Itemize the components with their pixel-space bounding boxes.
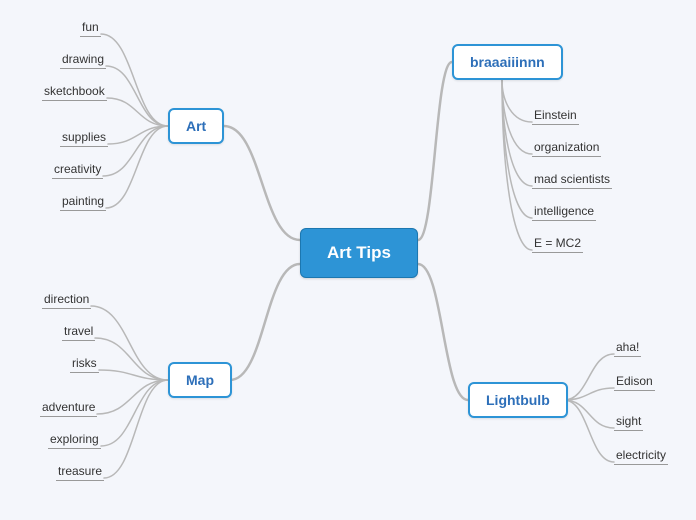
leaf-node: fun (80, 20, 101, 37)
leaf-node: painting (60, 194, 106, 211)
center-label: Art Tips (327, 243, 391, 262)
leaf-node: sight (614, 414, 643, 431)
leaf-node: organization (532, 140, 601, 157)
branch-node-brain: braaaiiinnn (452, 44, 563, 80)
leaf-node: mad scientists (532, 172, 612, 189)
leaf-node: supplies (60, 130, 108, 147)
branch-label: Art (186, 118, 206, 134)
leaf-node: electricity (614, 448, 668, 465)
leaf-node: creativity (52, 162, 103, 179)
branch-label: Map (186, 372, 214, 388)
leaf-node: drawing (60, 52, 106, 69)
leaf-node: adventure (40, 400, 97, 417)
branch-label: braaaiiinnn (470, 54, 545, 70)
branch-label: Lightbulb (486, 392, 550, 408)
leaf-node: Einstein (532, 108, 579, 125)
leaf-node: travel (62, 324, 95, 341)
leaf-node: Edison (614, 374, 655, 391)
center-node: Art Tips (300, 228, 418, 278)
leaf-node: intelligence (532, 204, 596, 221)
leaf-node: aha! (614, 340, 641, 357)
leaf-node: risks (70, 356, 99, 373)
branch-node-lightbulb: Lightbulb (468, 382, 568, 418)
branch-node-map: Map (168, 362, 232, 398)
leaf-node: exploring (48, 432, 101, 449)
branch-node-art: Art (168, 108, 224, 144)
leaf-node: E = MC2 (532, 236, 583, 253)
mindmap-canvas: { "type": "mindmap", "background_color":… (0, 0, 696, 520)
leaf-node: direction (42, 292, 91, 309)
leaf-node: sketchbook (42, 84, 107, 101)
leaf-node: treasure (56, 464, 104, 481)
